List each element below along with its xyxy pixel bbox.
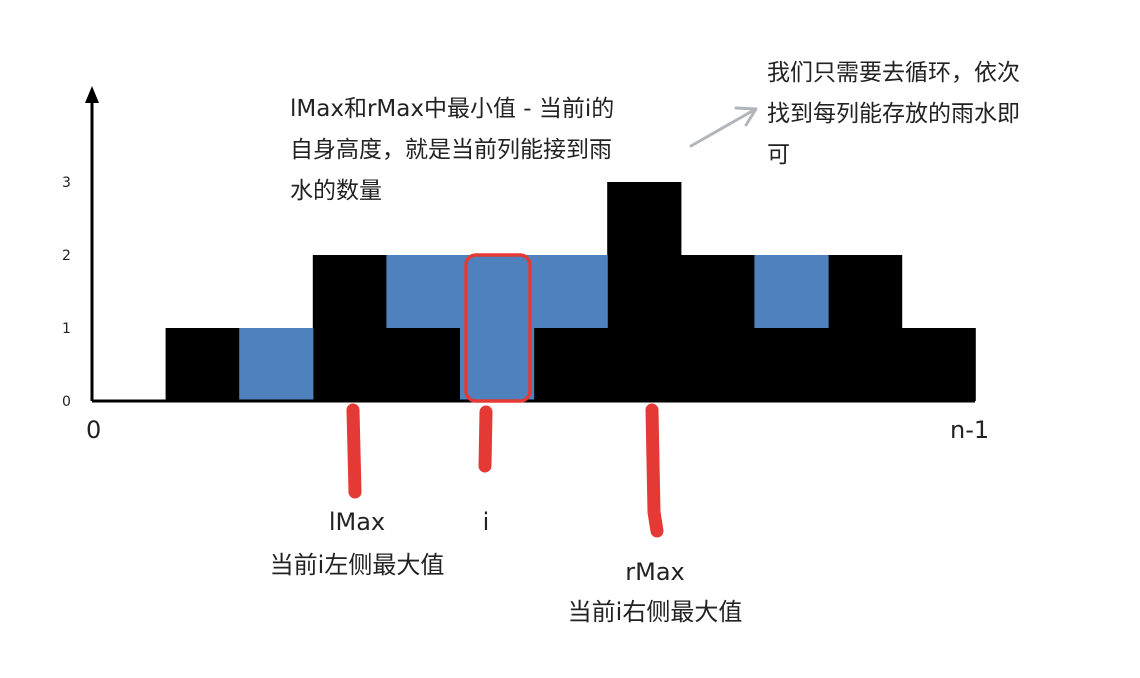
formula-annotation-line-3: 水的数量 xyxy=(290,178,382,204)
rmax-label: rMax xyxy=(625,558,684,586)
y-tick-label: 2 xyxy=(62,248,71,264)
elevation-bar xyxy=(754,328,829,401)
y-tick-label: 1 xyxy=(62,321,71,337)
elevation-bar xyxy=(828,255,903,401)
x-end-label: n-1 xyxy=(950,416,989,444)
elevation-bar xyxy=(386,328,461,401)
lmax-description: 当前i左侧最大值 xyxy=(270,551,445,579)
elevation-bar xyxy=(680,255,755,401)
water-cell xyxy=(460,255,535,401)
current-i-highlight xyxy=(464,253,532,403)
y-axis-arrow-icon xyxy=(85,86,99,103)
x-start-label: 0 xyxy=(86,416,101,444)
lmax-label: lMax xyxy=(329,508,385,536)
elevation-bar xyxy=(165,328,240,401)
loop-annotation-line-2: 找到每列能存放的雨水即 xyxy=(767,101,1020,127)
water-cell xyxy=(754,255,829,328)
formula-annotation-line-1: lMax和rMax中最小值 - 当前i的 xyxy=(290,96,614,122)
formula-annotation-line-2: 自身高度，就是当前列能接到雨 xyxy=(290,137,612,163)
water-cell xyxy=(386,255,461,328)
elevation-bars xyxy=(165,182,976,401)
rmax-description: 当前i右侧最大值 xyxy=(568,598,743,626)
loop-annotation-line-1: 我们只需要去循环，依次 xyxy=(767,60,1020,86)
rmax-marker xyxy=(645,403,664,538)
pointer-arrow-icon xyxy=(689,106,758,148)
water-cell xyxy=(239,328,314,401)
y-tick-labels: 0 1 2 3 xyxy=(62,175,71,410)
lmax-marker xyxy=(346,403,362,499)
elevation-bar xyxy=(901,328,976,401)
elevation-bar xyxy=(312,255,387,401)
i-marker xyxy=(478,405,493,473)
y-tick-label: 3 xyxy=(62,175,71,191)
y-tick-label: 0 xyxy=(62,394,71,410)
water-cells xyxy=(239,255,829,401)
elevation-bar xyxy=(533,328,608,401)
water-cell xyxy=(533,255,608,328)
i-label: i xyxy=(483,508,490,536)
elevation-bar xyxy=(607,182,682,401)
loop-annotation-line-3: 可 xyxy=(767,142,790,168)
